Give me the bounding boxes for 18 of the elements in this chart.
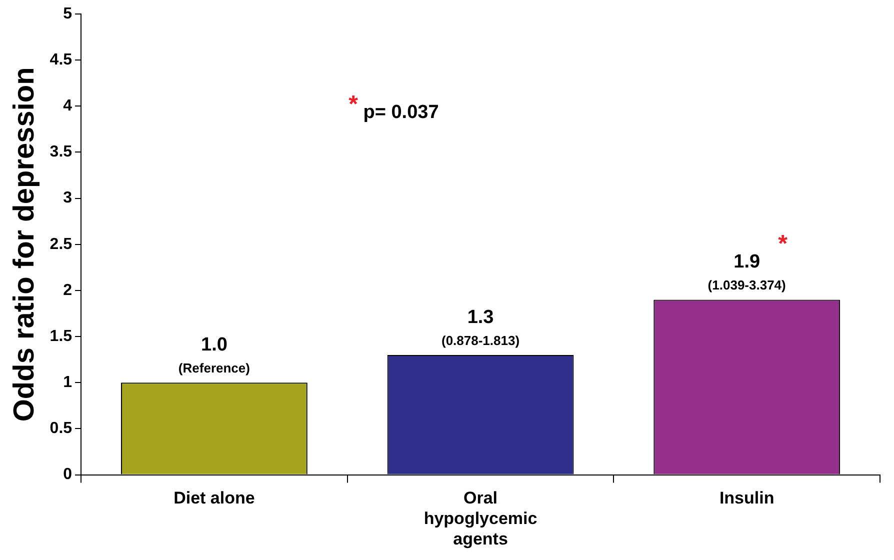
y-tick-label: 5: [63, 5, 72, 22]
y-tick-label: 4: [63, 98, 72, 115]
y-tick-label: 4.5: [50, 51, 72, 68]
y-tick-label: 0.5: [50, 420, 72, 438]
y-tick-label: 1: [63, 374, 72, 392]
x-tick-label: Insulin: [719, 488, 774, 508]
y-axis-title: Odds ratio for depression: [8, 67, 40, 422]
y-tick-label: 0: [63, 466, 72, 484]
y-tick-label: 2: [63, 282, 72, 299]
y-tick-label: 3: [63, 190, 72, 207]
y-tick-label: 3.5: [50, 144, 72, 161]
y-tick-label: 2.5: [50, 236, 72, 253]
x-tick-label: Oral hypoglycemic agents: [424, 488, 538, 548]
data-label: 1.3 (0.878-1.813): [441, 306, 520, 348]
data-label: 1.0 (Reference): [178, 334, 250, 376]
x-tick-label: Diet alone: [174, 488, 255, 508]
y-tick-label: 1.5: [50, 328, 72, 345]
annotation: * p= 0.037: [348, 91, 439, 124]
